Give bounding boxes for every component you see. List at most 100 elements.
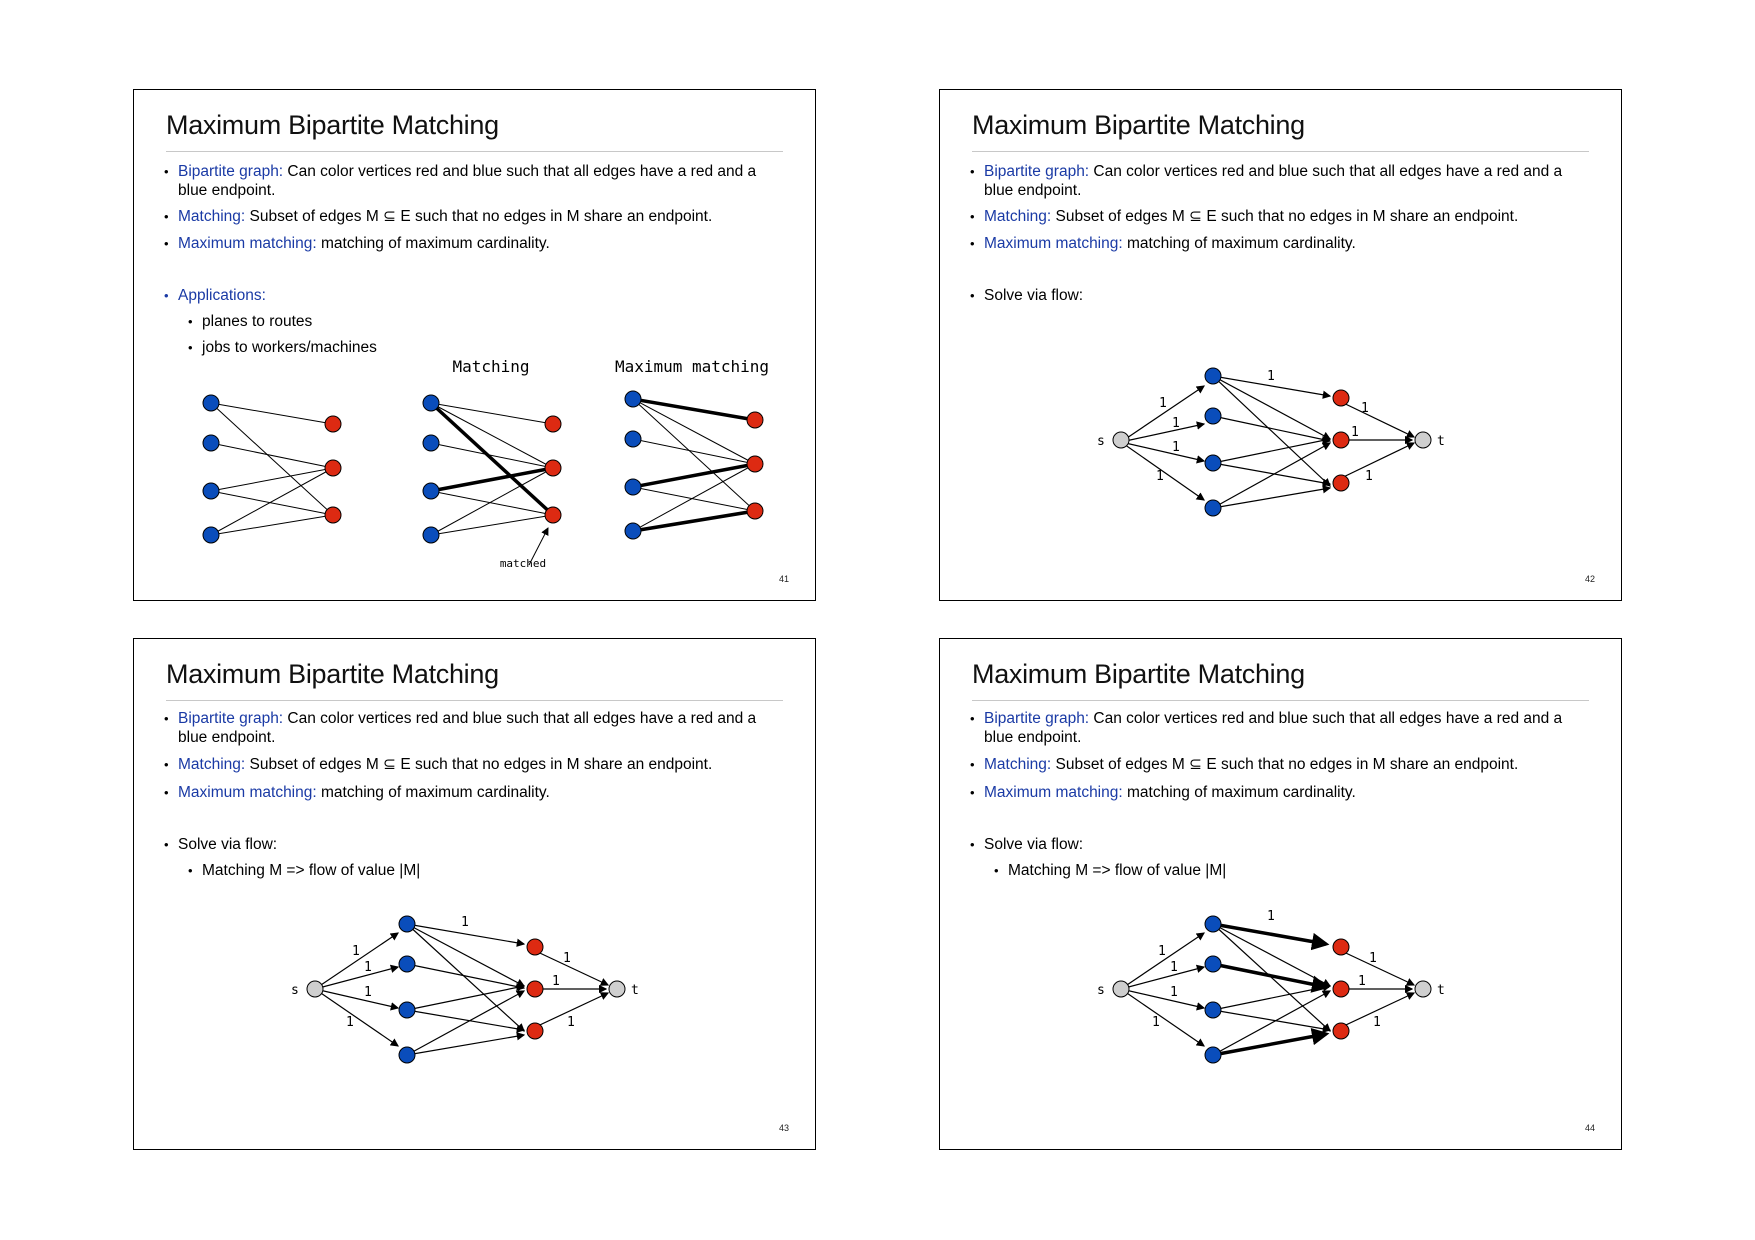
bullet-applications: • Applications: bbox=[164, 287, 266, 304]
capacity-label: 1 bbox=[352, 944, 360, 959]
bullet-maximum-matching: • Maximum matching: matching of maximum c… bbox=[164, 235, 550, 252]
capacity-label: 1 bbox=[364, 985, 372, 1000]
sink-label: t bbox=[1437, 983, 1445, 998]
capacity-label: 1 bbox=[1267, 369, 1275, 384]
capacity-label: 1 bbox=[1156, 469, 1164, 484]
capacity-label: 1 bbox=[346, 1015, 354, 1030]
blue-vertex bbox=[202, 482, 220, 500]
slide-title: Maximum Bipartite Matching bbox=[166, 110, 499, 140]
sink-vertex bbox=[1414, 431, 1432, 449]
blue-vertex bbox=[202, 526, 220, 544]
sink-label: t bbox=[1437, 434, 1445, 449]
matching-graph bbox=[429, 401, 555, 566]
capacity-label: 1 bbox=[1369, 951, 1377, 966]
matched-flow-edges bbox=[1212, 922, 1330, 1057]
bipartite-figure: Matching Maximum matching matched bbox=[202, 357, 769, 570]
capacity-label: 1 bbox=[1351, 425, 1359, 440]
capacity-label: 1 bbox=[1170, 960, 1178, 975]
red-vertex bbox=[324, 459, 342, 477]
red-vertex bbox=[324, 506, 342, 524]
page-number: 42 bbox=[1584, 574, 1595, 584]
source-vertex bbox=[1112, 431, 1130, 449]
bullet-bipartite: • Bipartite graph: Can color vertices red… bbox=[970, 710, 1563, 746]
red-vertex bbox=[746, 455, 764, 473]
title-rule bbox=[166, 151, 783, 152]
capacity-label: 1 bbox=[1267, 909, 1275, 924]
capacity-label: 1 bbox=[1152, 1015, 1160, 1030]
capacity-label: 1 bbox=[552, 974, 560, 989]
maximum-matching-graph bbox=[632, 397, 756, 533]
bullet-solve-via-flow: • Solve via flow: bbox=[970, 287, 1084, 304]
blue-vertex bbox=[624, 390, 642, 408]
bullet-bipartite: • Bipartite graph: Can color vertices red… bbox=[164, 163, 757, 199]
red-vertex bbox=[526, 980, 544, 998]
page-number: 43 bbox=[778, 1123, 789, 1133]
blue-vertex bbox=[398, 915, 416, 933]
flow-network-figure: s t 1 1 1 1 1 1 1 1 bbox=[1097, 367, 1445, 517]
red-vertex bbox=[746, 411, 764, 429]
title-rule bbox=[166, 700, 783, 701]
title-rule bbox=[972, 700, 1589, 701]
source-vertex bbox=[1112, 980, 1130, 998]
blue-vertex bbox=[398, 955, 416, 973]
blue-vertex bbox=[422, 434, 440, 452]
blue-vertex bbox=[398, 1001, 416, 1019]
flow-network-figure: s t 1 1 1 1 1 1 1 1 bbox=[291, 915, 639, 1064]
title-rule bbox=[972, 151, 1589, 152]
red-vertex bbox=[1332, 389, 1350, 407]
sink-label: t bbox=[631, 983, 639, 998]
red-vertex bbox=[1332, 1022, 1350, 1040]
red-vertex bbox=[1332, 938, 1350, 956]
slide-44: Maximum Bipartite Matching • Bipartite gr… bbox=[939, 638, 1622, 1150]
red-vertex bbox=[544, 415, 562, 433]
capacity-label: 1 bbox=[461, 915, 469, 930]
capacity-label: 1 bbox=[364, 960, 372, 975]
sub-bullet-matching-flow: • Matching M => flow of value |M| bbox=[188, 862, 421, 879]
blue-vertex bbox=[1204, 454, 1222, 472]
capacity-label: 1 bbox=[1170, 985, 1178, 1000]
page-number: 44 bbox=[1584, 1123, 1595, 1133]
bullet-matching: • Matching: Subset of edges M ⊆ E such th… bbox=[970, 208, 1519, 225]
blue-vertex bbox=[624, 430, 642, 448]
capacity-label: 1 bbox=[1365, 469, 1373, 484]
bullet-bipartite: • Bipartite graph: Can color vertices red… bbox=[164, 710, 757, 746]
blue-vertex bbox=[1204, 915, 1222, 933]
capacity-label: 1 bbox=[563, 951, 571, 966]
blue-vertex bbox=[1204, 1001, 1222, 1019]
capacity-label: 1 bbox=[567, 1015, 575, 1030]
red-vertex bbox=[526, 1022, 544, 1040]
bullet-solve-via-flow: • Solve via flow: bbox=[970, 836, 1084, 853]
source-label: s bbox=[291, 983, 299, 998]
source-label: s bbox=[1097, 983, 1105, 998]
slide-title: Maximum Bipartite Matching bbox=[166, 659, 499, 689]
capacity-label: 1 bbox=[1159, 396, 1167, 411]
bullet-matching: • Matching: Subset of edges M ⊆ E such th… bbox=[164, 208, 713, 225]
page-number: 41 bbox=[778, 574, 789, 584]
blue-vertex bbox=[202, 394, 220, 412]
red-vertex bbox=[1332, 431, 1350, 449]
blue-vertex bbox=[422, 526, 440, 544]
slide-42: Maximum Bipartite Matching • Bipartite gr… bbox=[939, 89, 1622, 601]
bullet-maximum-matching: • Maximum matching: matching of maximum c… bbox=[970, 784, 1356, 801]
blue-vertex bbox=[202, 434, 220, 452]
label-matched: matched bbox=[500, 557, 546, 570]
flow-network-figure: s t 1 1 1 1 1 1 1 1 bbox=[1097, 909, 1445, 1064]
sub-bullet-jobs: • jobs to workers/machines bbox=[188, 339, 377, 356]
slide-title: Maximum Bipartite Matching bbox=[972, 659, 1305, 689]
blue-vertex bbox=[422, 482, 440, 500]
source-label: s bbox=[1097, 434, 1105, 449]
blue-vertex bbox=[1204, 955, 1222, 973]
capacity-label: 1 bbox=[1172, 416, 1180, 431]
bullet-bipartite: • Bipartite graph: Can color vertices red… bbox=[970, 163, 1563, 199]
red-vertex bbox=[324, 415, 342, 433]
capacity-label: 1 bbox=[1158, 944, 1166, 959]
red-vertex bbox=[544, 506, 562, 524]
blue-vertex bbox=[624, 522, 642, 540]
red-vertex bbox=[1332, 474, 1350, 492]
red-vertex bbox=[1332, 980, 1350, 998]
blue-vertex bbox=[1204, 1046, 1222, 1064]
sub-bullet-planes: • planes to routes bbox=[188, 313, 313, 330]
red-vertex bbox=[526, 938, 544, 956]
blue-vertex bbox=[422, 394, 440, 412]
blue-vertex bbox=[398, 1046, 416, 1064]
